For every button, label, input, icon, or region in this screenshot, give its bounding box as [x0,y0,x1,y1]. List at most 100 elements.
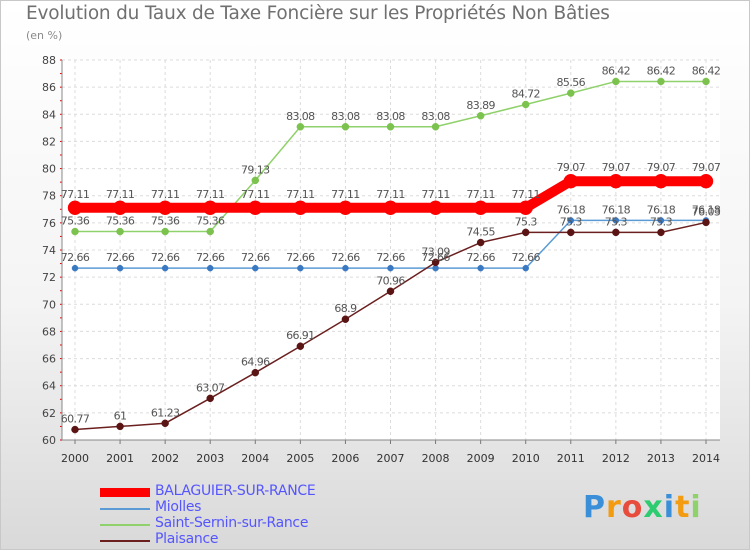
data-point-miolles [657,217,665,224]
x-tick-label: 2001 [106,452,134,465]
data-label-saint-sernin-sur-rance: 86.42 [692,64,721,77]
data-point-saint-sernin-sur-rance [161,227,169,236]
data-label-plaisance: 73.09 [421,245,450,258]
data-point-balaguier-sur-rance [383,200,398,216]
data-point-plaisance [341,315,350,323]
data-point-saint-sernin-sur-rance [296,123,305,131]
data-label-saint-sernin-sur-rance: 75.36 [106,215,135,228]
x-tick-label: 2005 [286,452,314,465]
data-label-balaguier-sur-rance: 77.11 [511,188,540,201]
data-point-saint-sernin-sur-rance [431,123,440,131]
data-point-saint-sernin-sur-rance [341,123,350,131]
data-point-miolles [567,217,575,224]
data-label-balaguier-sur-rance: 77.11 [241,188,270,201]
legend-swatch-miolles [100,508,150,510]
data-label-balaguier-sur-rance: 77.11 [196,188,225,201]
data-label-miolles: 72.66 [376,251,405,264]
x-tick-label: 2003 [196,452,224,465]
data-label-balaguier-sur-rance: 77.11 [466,188,495,201]
x-tick-label: 2009 [467,452,495,465]
data-label-miolles: 76.18 [647,203,676,216]
y-tick-label: 78 [42,190,56,203]
data-point-plaisance [612,228,620,237]
data-label-plaisance: 76.03 [692,205,721,218]
x-tick-label: 2002 [151,452,179,465]
data-point-balaguier-sur-rance [698,173,714,189]
y-tick-label: 82 [42,135,56,148]
data-point-saint-sernin-sur-rance [567,89,575,97]
data-point-balaguier-sur-rance [67,200,83,216]
unit-label: (en %) [26,29,63,42]
data-label-balaguier-sur-rance: 77.11 [106,188,135,201]
data-label-plaisance: 60.77 [61,413,90,426]
data-label-plaisance: 75.3 [515,215,538,228]
data-label-plaisance: 64.96 [241,356,270,369]
data-label-balaguier-sur-rance: 77.11 [331,188,360,201]
data-label-saint-sernin-sur-rance: 86.42 [602,64,631,77]
data-label-miolles: 76.18 [557,203,586,216]
data-point-balaguier-sur-rance [157,200,173,216]
data-point-miolles [252,264,259,272]
data-point-miolles [71,264,79,272]
data-point-miolles [477,264,484,272]
data-label-plaisance: 75.3 [605,215,628,228]
data-point-miolles [612,217,620,224]
y-tick-label: 88 [42,54,56,67]
data-label-saint-sernin-sur-rance: 86.42 [647,64,676,77]
data-label-miolles: 72.66 [241,251,270,264]
data-point-saint-sernin-sur-rance [702,77,710,86]
data-label-saint-sernin-sur-rance: 83.08 [331,110,360,123]
y-tick-label: 62 [42,407,56,420]
data-label-miolles: 72.66 [466,251,495,264]
data-label-saint-sernin-sur-rance: 75.36 [196,215,225,228]
data-label-miolles: 76.18 [692,203,721,216]
data-point-balaguier-sur-rance [608,173,624,189]
data-point-miolles [161,264,169,272]
logo-letter: i [663,490,676,525]
data-point-saint-sernin-sur-rance [657,77,665,86]
y-tick-label: 86 [42,81,56,94]
data-label-plaisance: 68.9 [334,302,357,315]
legend-label-balaguier: BALAGUIER-SUR-RANCE [155,483,316,499]
x-tick-label: 2013 [647,452,675,465]
data-label-miolles: 72.66 [331,251,360,264]
data-label-balaguier-sur-rance: 79.07 [602,161,631,174]
data-point-saint-sernin-sur-rance [116,227,124,236]
data-label-saint-sernin-sur-rance: 85.56 [557,76,586,89]
data-point-saint-sernin-sur-rance [206,227,214,236]
data-label-miolles: 72.66 [286,251,315,264]
data-label-plaisance: 61 [114,409,127,422]
data-label-balaguier-sur-rance: 79.07 [557,161,586,174]
data-label-saint-sernin-sur-rance: 83.08 [376,110,405,123]
y-tick-label: 70 [42,298,56,311]
data-label-miolles: 72.66 [151,251,180,264]
data-label-saint-sernin-sur-rance: 83.08 [286,110,315,123]
legend-label-plaisance: Plaisance [155,531,219,547]
data-label-balaguier-sur-rance: 77.11 [286,188,315,201]
data-point-plaisance [702,218,710,227]
data-point-miolles [342,264,349,272]
logo-letter: i [690,490,702,525]
proxiti-logo: Proxiti [583,490,702,525]
data-label-saint-sernin-sur-rance: 84.72 [511,88,540,101]
data-label-saint-sernin-sur-rance: 75.36 [151,215,180,228]
y-tick-label: 74 [42,244,56,257]
x-tick-label: 2014 [692,452,720,465]
legend-label-saint-sernin: Saint-Sernin-sur-Rance [155,515,309,531]
data-label-plaisance: 63.07 [196,381,225,394]
data-label-plaisance: 61.23 [151,406,180,419]
data-point-balaguier-sur-rance [428,200,443,216]
data-point-balaguier-sur-rance [518,200,533,216]
logo-letter: P [583,490,606,525]
data-point-plaisance [431,258,440,267]
data-label-plaisance: 75.3 [650,215,673,228]
data-point-plaisance [476,238,485,247]
chart-title: Evolution du Taux de Taxe Foncière sur l… [26,3,610,24]
data-point-balaguier-sur-rance [293,200,308,216]
data-label-balaguier-sur-rance: 77.11 [151,188,180,201]
data-point-miolles [387,264,394,272]
data-point-balaguier-sur-rance [563,173,579,189]
data-point-plaisance [161,419,169,428]
data-label-miolles: 72.66 [196,251,225,264]
